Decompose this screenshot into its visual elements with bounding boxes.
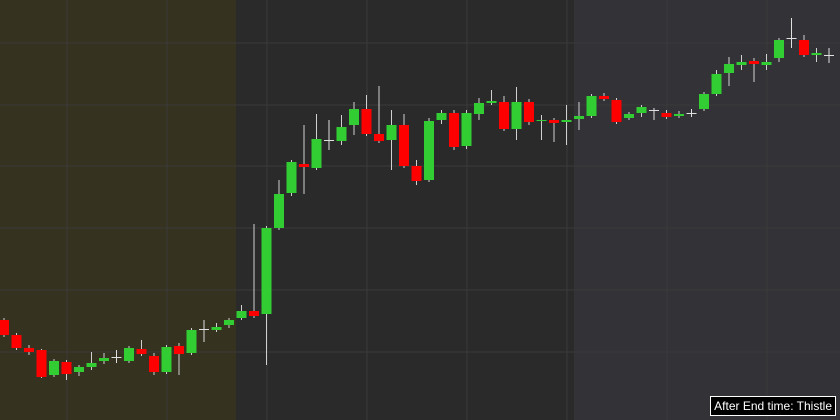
candle-body (624, 114, 634, 118)
candle-body (24, 348, 34, 352)
candle-body (399, 125, 409, 166)
candle-body (324, 140, 334, 141)
candle-body (236, 311, 247, 318)
candle-body (649, 110, 659, 111)
candle-body (761, 62, 772, 65)
candle-body (0, 320, 9, 335)
candle-body (661, 113, 672, 117)
candle-body (311, 139, 322, 168)
candle-body (549, 120, 559, 123)
candle-body (536, 120, 547, 121)
candle-body (386, 125, 397, 140)
candle-body (274, 194, 284, 228)
candle-body (374, 134, 384, 141)
candle-body (61, 362, 72, 374)
candle-body (224, 320, 234, 325)
candle-body (499, 102, 509, 129)
candle-body (636, 107, 647, 113)
candle-body (824, 55, 834, 56)
candle-body (424, 121, 434, 180)
candle-body (36, 350, 47, 377)
candle-body (586, 96, 597, 116)
candle-body (74, 367, 84, 372)
candle-body (749, 61, 759, 64)
candle-body (136, 349, 147, 354)
candle-body (774, 40, 784, 58)
candle-body (211, 327, 222, 330)
session-zone (236, 0, 574, 420)
candle-body (111, 357, 122, 358)
candle-body (186, 330, 197, 353)
candle-body (349, 109, 359, 125)
candle-body (511, 102, 522, 129)
candle-body (561, 120, 572, 122)
candle-body (724, 64, 734, 73)
candle-body (786, 38, 797, 39)
candle-body (686, 113, 697, 114)
candle-body (299, 164, 309, 167)
candle-body (574, 116, 584, 119)
candle-body (799, 40, 809, 55)
candle-body (674, 114, 684, 116)
candle-body (99, 358, 109, 361)
candle-body (699, 94, 709, 109)
candle-body (474, 103, 484, 114)
candle-body (286, 162, 297, 193)
candle-body (736, 62, 747, 65)
candle-body (461, 113, 472, 146)
candle-body (86, 363, 97, 367)
candle-body (261, 228, 272, 314)
candle-body (486, 101, 497, 103)
candle-body (811, 53, 822, 55)
candle-body (336, 127, 347, 141)
candle-body (174, 346, 184, 354)
candle-body (436, 113, 447, 120)
after-session-zone (574, 0, 840, 420)
session-label: After End time: Thistle (710, 396, 836, 416)
candle-body (611, 100, 622, 122)
candle-body (249, 311, 259, 316)
candle-body (199, 329, 209, 330)
candle-body (524, 102, 534, 122)
candle-body (411, 166, 422, 181)
candle-body (149, 356, 159, 372)
candle-body (161, 347, 172, 372)
candle-body (599, 96, 609, 99)
candle-body (11, 335, 22, 348)
candle-body (49, 361, 59, 375)
candle-body (711, 74, 722, 94)
candle-body (361, 109, 372, 134)
candle-body (124, 348, 134, 361)
candle-body (449, 113, 459, 147)
